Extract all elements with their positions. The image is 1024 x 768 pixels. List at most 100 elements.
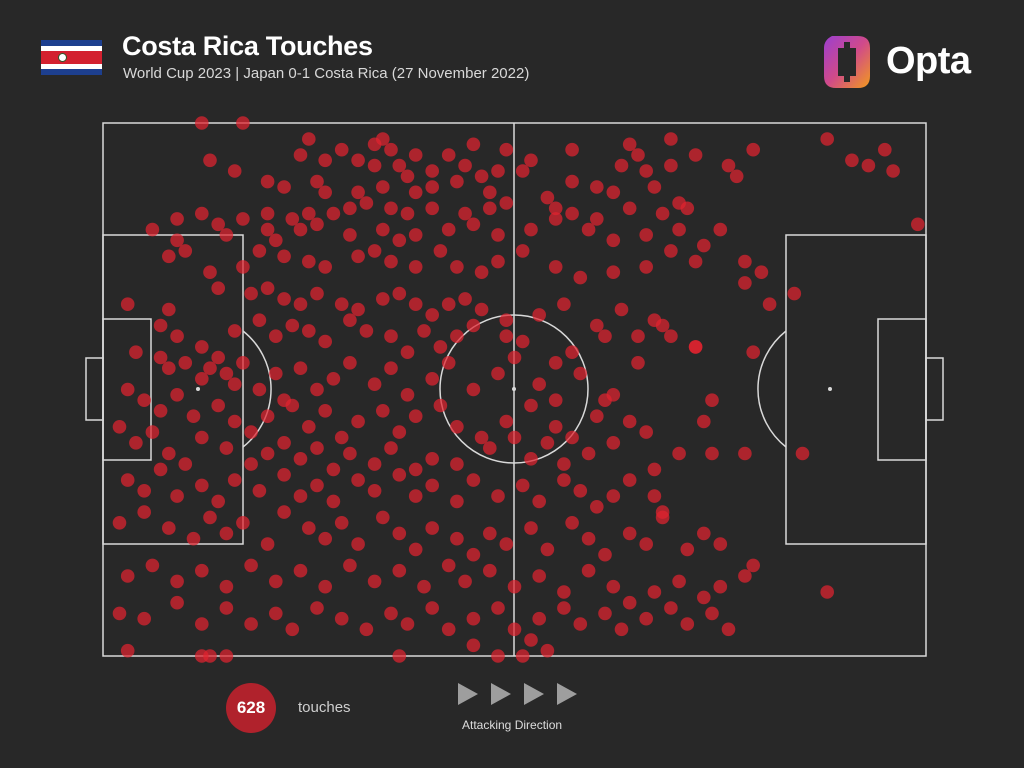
touch-point — [499, 196, 514, 210]
touch-point — [227, 377, 242, 392]
touch-point — [137, 393, 151, 408]
touch-point — [293, 148, 308, 162]
touch-point — [466, 473, 481, 487]
touch-point — [515, 244, 530, 258]
touch-point — [211, 217, 225, 232]
touch-point — [614, 302, 629, 317]
touch-point — [425, 521, 440, 535]
touch-point — [458, 158, 472, 173]
left-penalty-spot — [196, 387, 200, 391]
touch-point — [590, 318, 604, 333]
touch-point — [639, 425, 653, 439]
touch-point — [474, 430, 489, 445]
touch-point — [343, 228, 357, 242]
touch-point — [392, 649, 407, 663]
touch-point — [376, 180, 390, 194]
touch-point — [532, 569, 546, 583]
touch-point — [573, 270, 588, 285]
touch-point — [310, 382, 324, 397]
touch-point — [697, 414, 711, 429]
touch-point — [524, 452, 538, 466]
touch-point — [540, 643, 555, 658]
touch-point — [705, 393, 719, 408]
touch-point — [170, 489, 184, 503]
touch-point — [581, 531, 596, 546]
touch-point — [590, 212, 604, 226]
touch-point — [129, 436, 143, 450]
touch-point — [713, 537, 728, 551]
touch-point — [310, 441, 324, 455]
touch-point — [137, 484, 151, 498]
touch-point — [738, 276, 752, 290]
touch-point — [392, 425, 407, 439]
touch-point — [408, 185, 423, 200]
touch-point — [367, 484, 382, 498]
touch-point — [260, 222, 275, 237]
touch-point — [236, 212, 250, 226]
touch-point — [252, 484, 267, 498]
touch-point — [392, 158, 407, 173]
touch-point — [499, 537, 514, 551]
touch-point — [598, 329, 612, 344]
touch-point — [655, 318, 670, 333]
touch-point — [162, 521, 176, 535]
touch-point — [203, 649, 217, 663]
touch-point — [425, 164, 440, 178]
touch-point — [392, 563, 407, 578]
touch-point — [713, 579, 728, 594]
touch-point — [688, 254, 703, 269]
touch-point — [548, 260, 563, 274]
touch-point — [367, 158, 382, 173]
touch-point — [244, 286, 258, 301]
touch-point — [376, 510, 390, 525]
touch-point — [219, 601, 234, 615]
touch-points — [112, 116, 925, 663]
touch-point — [252, 244, 267, 258]
touch-point — [417, 324, 431, 338]
touch-point — [203, 265, 217, 280]
touch-point — [738, 446, 752, 461]
touch-point — [195, 478, 209, 493]
touch-point — [499, 414, 514, 429]
touch-point — [112, 420, 127, 434]
touch-point — [351, 302, 365, 317]
touch-point — [170, 233, 184, 248]
touch-point — [219, 649, 234, 663]
touch-point — [499, 313, 514, 328]
touch-point — [606, 579, 621, 594]
touch-point — [548, 212, 563, 226]
touch-point — [351, 537, 365, 551]
touch-point — [425, 452, 440, 466]
touch-point — [417, 579, 431, 594]
touch-point — [236, 356, 250, 370]
touch-point — [145, 558, 160, 573]
touch-point — [408, 489, 423, 503]
touch-point — [886, 164, 900, 178]
touch-point — [450, 420, 464, 434]
touch-point — [450, 329, 464, 344]
touch-point — [178, 244, 193, 258]
touch-point — [647, 585, 662, 599]
touch-point — [565, 430, 579, 445]
touch-point — [310, 478, 324, 493]
touch-point — [540, 436, 555, 450]
touch-point — [302, 254, 316, 269]
touch-point — [507, 350, 522, 365]
touch-point — [499, 329, 514, 344]
touch-point — [524, 398, 538, 413]
touch-point — [310, 601, 324, 615]
touch-point — [532, 377, 546, 392]
touch-point — [491, 489, 505, 503]
touch-point — [474, 265, 489, 280]
touch-point — [236, 516, 250, 530]
touch-point — [285, 398, 300, 413]
touch-point — [129, 345, 143, 360]
touch-point — [162, 302, 176, 317]
touch-point — [310, 217, 324, 232]
touch-point — [672, 222, 686, 237]
touch-point — [622, 137, 637, 152]
touch-point — [622, 473, 637, 487]
touch-point — [112, 516, 127, 530]
touch-point — [293, 489, 308, 503]
touch-point — [367, 574, 382, 589]
